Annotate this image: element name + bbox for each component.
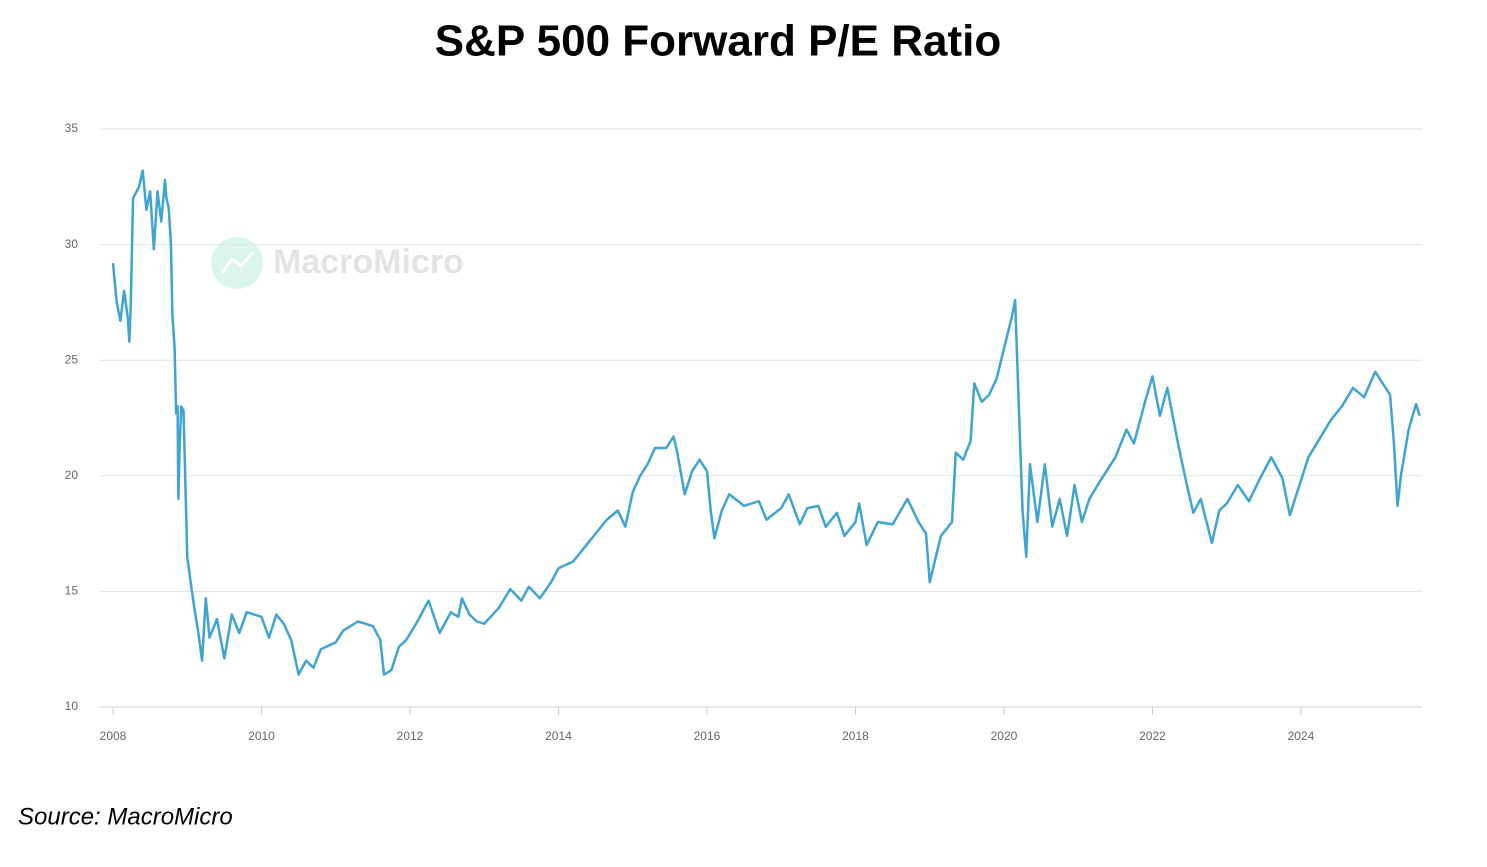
x-tick-label: 2022 xyxy=(1139,729,1166,743)
y-tick-label: 20 xyxy=(65,468,79,482)
watermark-icon xyxy=(220,251,255,274)
x-tick-label: 2024 xyxy=(1288,729,1315,743)
x-tick-label: 2020 xyxy=(991,729,1018,743)
x-tick-label: 2012 xyxy=(397,729,424,743)
watermark-text: MacroMicro xyxy=(273,243,464,281)
y-tick-label: 30 xyxy=(65,237,79,251)
watermark: MacroMicro xyxy=(211,237,464,289)
x-tick-label: 2016 xyxy=(694,729,721,743)
chart-title: S&P 500 Forward P/E Ratio xyxy=(435,17,1001,66)
x-tick-label: 2014 xyxy=(545,729,572,743)
line-series xyxy=(111,169,1421,676)
x-tick-label: 2008 xyxy=(100,729,127,743)
x-tick-label: 2010 xyxy=(248,729,275,743)
y-tick-label: 15 xyxy=(65,584,79,598)
x-tick-label: 2018 xyxy=(842,729,869,743)
y-tick-label: 10 xyxy=(65,699,79,713)
y-tick-label: 25 xyxy=(65,352,79,366)
y-tick-label: 35 xyxy=(65,121,79,135)
source-note: Source: MacroMicro xyxy=(18,803,233,830)
